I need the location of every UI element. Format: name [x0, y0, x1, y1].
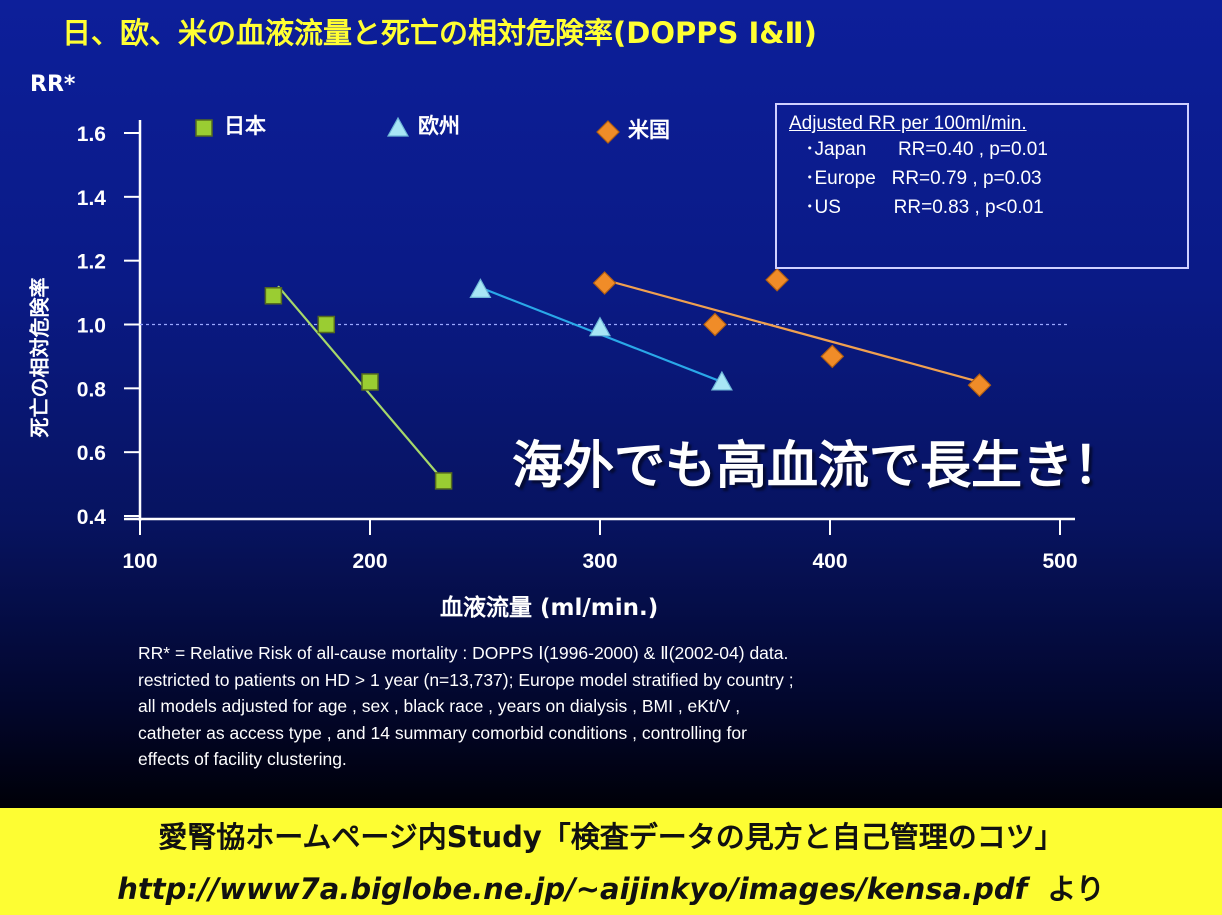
y-tick-label: 1.0	[77, 315, 106, 338]
adjusted-rr-box: Adjusted RR per 100ml/min. ･Japan RR=0.4…	[775, 103, 1189, 269]
data-point-diamond	[820, 344, 845, 369]
plot-area: 0.4 0.6 0.8 1.0 1.2 1.4 1.6 100 200 300 400 500 日本 欧州…	[77, 114, 1078, 573]
adjusted-rr-header: Adjusted RR per 100ml/min.	[789, 113, 1027, 134]
y-tick-label: 1.6	[77, 123, 106, 146]
x-tick-label: 300	[582, 550, 617, 573]
data-point-diamond	[592, 271, 617, 295]
footnote-line: restricted to patients on HD > 1 year (n…	[138, 669, 794, 690]
y-axis-unit-label: RR*	[30, 72, 76, 97]
data-point-square	[317, 315, 336, 334]
legend-label: 米国	[628, 118, 670, 142]
legend-marker-triangle	[386, 116, 410, 137]
x-tick-label: 500	[1042, 550, 1077, 573]
footnote: RR* = Relative Risk of all-cause mortali…	[138, 640, 1138, 773]
footnote-line: catheter as access type , and 14 summary…	[138, 722, 747, 743]
source-url: http://www7a.biglobe.ne.jp/~aijinkyo/ima…	[117, 872, 1028, 906]
data-point-square	[434, 472, 453, 490]
data-point-square	[264, 287, 283, 305]
y-tick-label: 0.4	[77, 506, 107, 529]
trend-line-diamond	[604, 278, 980, 384]
x-tick-label: 100	[122, 550, 157, 573]
source-title: 愛腎協ホームページ内Study「検査データの見方と自己管理のコツ」	[158, 820, 1064, 854]
trend-line-square	[277, 285, 445, 482]
slogan-text: 海外でも高血流で長生き！	[512, 437, 1125, 496]
footnote-line: all models adjusted for age , sex , blac…	[138, 696, 741, 716]
adjusted-rr-europe: ･Europe RR=0.79 , p=0.03	[805, 168, 1042, 189]
x-axis-title: 血液流量 (ml/min.)	[440, 595, 659, 621]
chart-title: 日、欧、米の血液流量と死亡の相対危険率(DOPPS Ⅰ&Ⅱ)	[62, 16, 817, 50]
data-point-triangle	[588, 316, 612, 337]
y-tick-label: 1.2	[77, 251, 106, 274]
y-tick-label: 0.6	[77, 442, 106, 465]
data-point-triangle	[710, 370, 733, 391]
legend-marker-diamond	[596, 120, 620, 144]
legend-label: 日本	[224, 114, 266, 138]
y-tick-label: 1.4	[77, 187, 107, 210]
y-tick-label: 0.8	[77, 378, 107, 401]
adjusted-rr-us: ･US RR=0.83 , p<0.01	[805, 197, 1044, 218]
slide: 日、欧、米の血液流量と死亡の相対危険率(DOPPS Ⅰ&Ⅱ) RR* 死亡の相対…	[0, 0, 1222, 808]
data-point-diamond	[703, 312, 727, 337]
source-suffix: より	[1047, 872, 1105, 906]
source-citation: http://www7a.biglobe.ne.jp/~aijinkyo/ima…	[0, 866, 1222, 908]
legend-label: 欧州	[418, 114, 460, 138]
footnote-line: RR* = Relative Risk of all-cause mortali…	[138, 643, 789, 663]
data-point-diamond	[967, 373, 992, 397]
legend-marker-square	[195, 119, 213, 137]
data-point-square	[361, 373, 379, 391]
x-tick-label: 200	[352, 550, 387, 573]
data-point-triangle	[469, 278, 492, 298]
x-tick-label: 400	[812, 550, 847, 573]
footnote-line: effects of facility clustering.	[138, 749, 347, 769]
adjusted-rr-japan: ･Japan RR=0.40 , p=0.01	[805, 139, 1048, 160]
data-point-diamond	[765, 267, 789, 292]
